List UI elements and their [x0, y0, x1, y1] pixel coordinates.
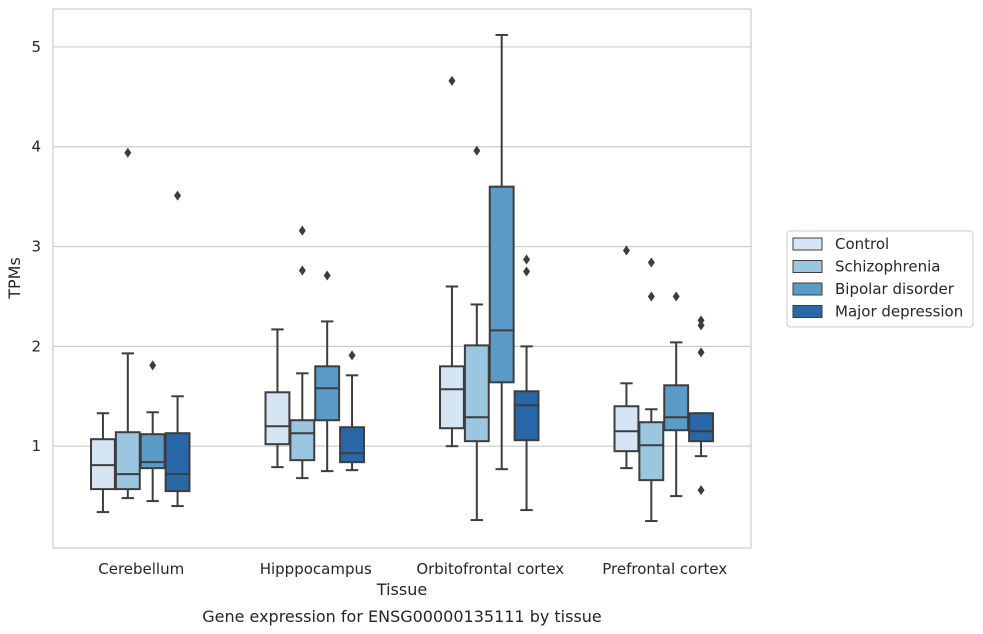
legend-label: Major depression — [835, 303, 963, 321]
box-control — [613, 245, 640, 470]
box-schizophrenia — [638, 257, 665, 523]
box-control — [264, 328, 291, 469]
outlier-point — [323, 270, 331, 281]
box-schizophrenia — [289, 225, 316, 480]
box-iqr — [339, 426, 365, 464]
outlier-point — [647, 257, 655, 268]
box-major-depression — [339, 350, 365, 472]
legend-swatch — [792, 237, 823, 251]
legend: Control Schizophrenia Bipolar disorder Majo… — [786, 230, 974, 328]
y-tick-label: 4 — [31, 138, 41, 156]
box-iqr — [314, 365, 341, 422]
x-tick-label: Cerebellum — [98, 560, 184, 578]
box-major-depression — [688, 315, 714, 496]
outlier-point — [647, 291, 655, 302]
outlier-point — [298, 225, 306, 236]
box-iqr — [264, 391, 291, 446]
box-major-depression — [513, 254, 540, 512]
box-iqr — [289, 419, 316, 462]
box-bipolar-disorder — [139, 360, 166, 503]
outlier-point — [523, 254, 531, 265]
outlier-point — [473, 145, 481, 156]
outlier-point — [124, 147, 132, 158]
box-bipolar-disorder — [314, 270, 341, 473]
legend-swatch — [792, 260, 823, 273]
legend-frame — [786, 230, 974, 328]
legend-label: Bipolar disorder — [835, 280, 955, 298]
outlier-point — [697, 320, 705, 331]
box-iqr — [114, 431, 141, 491]
box-iqr — [613, 405, 640, 453]
x-axis-label: Tissue — [376, 580, 427, 599]
x-tick-label: Prefrontal cortex — [602, 560, 727, 578]
legend-label: Control — [835, 235, 889, 253]
box-iqr — [463, 344, 490, 443]
outlier-point — [697, 485, 705, 496]
legend-swatch — [792, 282, 823, 296]
outlier-point — [174, 190, 182, 201]
box-iqr — [488, 185, 515, 384]
outlier-point — [298, 265, 306, 276]
y-tick-label: 5 — [31, 38, 41, 56]
box-iqr — [439, 365, 465, 430]
box-iqr — [139, 433, 166, 470]
box-control — [90, 412, 116, 514]
box-control — [439, 75, 465, 448]
box-bipolar-disorder — [488, 33, 515, 471]
plot-frame — [52, 8, 752, 549]
box-iqr — [638, 421, 665, 482]
box-iqr — [513, 390, 540, 442]
outlier-point — [448, 75, 456, 86]
box-series — [90, 33, 714, 523]
box-major-depression — [164, 190, 191, 508]
x-tick-label: Orbitofrontal cortex — [416, 560, 564, 578]
y-tick-label: 3 — [31, 238, 41, 256]
box-iqr — [663, 384, 690, 432]
y-axis-label: TPMs — [5, 257, 24, 300]
y-tick-labels: 1 2 3 4 5 — [31, 38, 41, 455]
outlier-point — [348, 350, 356, 361]
box-iqr — [688, 412, 714, 443]
outlier-point — [672, 291, 680, 302]
chart-title: Gene expression for ENSG00000135111 by t… — [202, 607, 602, 626]
box-schizophrenia — [463, 145, 490, 522]
legend-label: Schizophrenia — [835, 258, 940, 276]
box-bipolar-disorder — [663, 291, 690, 498]
box-iqr — [164, 432, 191, 493]
y-tick-label: 2 — [31, 337, 41, 355]
outlier-point — [697, 347, 705, 358]
x-tick-labels: Cerebellum Hipppocampus Orbitofrontal cort… — [98, 560, 727, 578]
outlier-point — [622, 245, 630, 256]
x-tick-label: Hipppocampus — [260, 560, 372, 578]
outlier-point — [523, 266, 531, 277]
legend-swatch — [792, 305, 823, 318]
y-tick-label: 1 — [31, 437, 41, 455]
outlier-point — [149, 360, 157, 371]
